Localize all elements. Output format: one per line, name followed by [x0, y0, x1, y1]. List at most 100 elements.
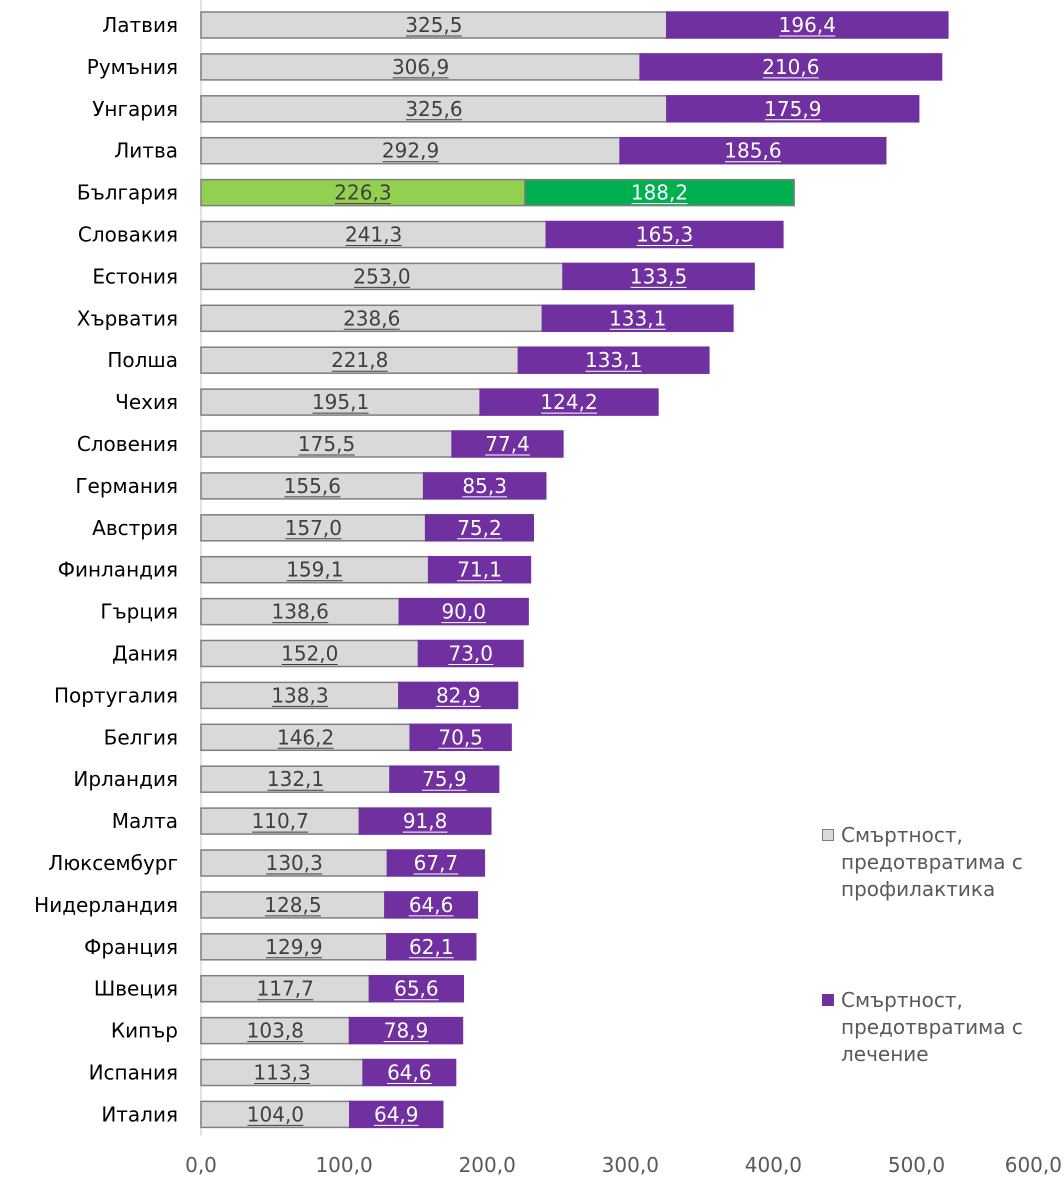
data-label: 133,5 — [630, 264, 687, 288]
category-label: Ирландия — [73, 767, 178, 791]
data-label: 155,6 — [284, 474, 341, 498]
category-label: Дания — [112, 642, 178, 666]
bar-segment — [200, 430, 453, 458]
category-label: Кипър — [111, 1019, 178, 1043]
data-label: 175,5 — [298, 432, 355, 456]
bar-segment — [524, 178, 795, 207]
data-label: 175,9 — [764, 97, 821, 121]
data-label: 159,1 — [286, 558, 343, 582]
data-label: 65,6 — [394, 977, 439, 1001]
bar-segment — [384, 891, 479, 919]
category-label: Латвия — [102, 13, 178, 37]
bar-segment — [545, 220, 784, 249]
bar-segment — [398, 597, 529, 626]
category-label: Италия — [101, 1102, 178, 1126]
data-label: 195,1 — [312, 390, 369, 414]
bar-segment — [424, 514, 535, 542]
bar-segment — [200, 11, 668, 39]
category-label: Гърция — [100, 600, 178, 624]
category-label: Германия — [75, 474, 178, 498]
data-label: 75,2 — [457, 516, 502, 540]
legend-swatch-treatment — [822, 994, 834, 1006]
legend-label-treatment: Смъртност, предотвратима с лечение — [841, 988, 1023, 1066]
data-label: 113,3 — [253, 1061, 310, 1085]
data-label: 70,5 — [438, 725, 483, 749]
x-tick-label: 0,0 — [185, 1153, 217, 1177]
category-label: Чехия — [115, 390, 178, 414]
bar-segment — [200, 53, 641, 81]
data-label: 133,1 — [585, 348, 642, 372]
data-label: 110,7 — [252, 809, 309, 833]
data-label: 165,3 — [636, 223, 693, 247]
data-label: 196,4 — [779, 13, 836, 37]
category-label: Австрия — [92, 516, 178, 540]
bar-segment — [386, 849, 486, 877]
bar-segment — [666, 11, 949, 39]
bar-segment — [200, 765, 391, 793]
bar-segment — [348, 1016, 464, 1045]
data-label: 221,8 — [331, 348, 388, 372]
data-label: 185,6 — [724, 139, 781, 163]
data-label: 128,5 — [264, 893, 321, 917]
bar-segment — [639, 53, 943, 81]
bar-segment — [451, 430, 564, 458]
bar-segment — [517, 346, 710, 374]
data-label: 73,0 — [448, 642, 493, 666]
bar-segment — [200, 933, 388, 961]
bar-segment — [200, 304, 544, 333]
bar-segment — [479, 388, 659, 416]
data-label: 157,0 — [285, 516, 342, 540]
data-label: 64,9 — [374, 1102, 419, 1126]
category-label: Швеция — [94, 977, 178, 1001]
data-label: 138,3 — [271, 683, 328, 707]
bar-segment — [200, 220, 548, 249]
bar-segment — [562, 262, 755, 291]
bar-segment — [200, 472, 425, 500]
category-label: Унгария — [92, 97, 178, 121]
bar-segment — [200, 514, 427, 542]
bar-segment — [200, 262, 564, 291]
x-tick-label: 500,0 — [888, 1153, 945, 1177]
bar-segment — [349, 1100, 444, 1129]
category-label: Малта — [112, 809, 178, 833]
data-label: 138,6 — [272, 600, 329, 624]
category-label: Естония — [92, 264, 178, 288]
bar-segment — [368, 974, 465, 1003]
x-tick-label: 100,0 — [315, 1153, 372, 1177]
data-label: 210,6 — [762, 55, 819, 79]
data-label: 90,0 — [441, 600, 486, 624]
data-label: 226,3 — [334, 181, 391, 205]
data-label: 117,7 — [257, 977, 314, 1001]
data-label: 133,1 — [609, 306, 666, 330]
data-label: 129,9 — [265, 935, 322, 959]
data-label: 104,0 — [247, 1102, 304, 1126]
bar-segment — [398, 681, 519, 710]
data-label: 306,9 — [392, 55, 449, 79]
bar-segment — [666, 95, 920, 123]
bar-segment — [200, 136, 621, 165]
bar-segment — [417, 639, 524, 668]
legend-swatch-prevention — [822, 829, 834, 841]
category-label: Полша — [107, 348, 178, 372]
category-label: Португалия — [54, 683, 178, 707]
category-label: Белгия — [104, 725, 178, 749]
x-tick-label: 300,0 — [602, 1153, 659, 1177]
bar-segment — [200, 178, 526, 207]
category-label: Нидерландия — [34, 893, 178, 917]
data-label: 75,9 — [422, 767, 467, 791]
bar-segment — [619, 136, 887, 165]
category-label: Люксембург — [48, 851, 178, 875]
data-label: 91,8 — [403, 809, 448, 833]
data-label: 82,9 — [436, 683, 481, 707]
data-label: 85,3 — [462, 474, 507, 498]
data-label: 325,6 — [405, 97, 462, 121]
category-label: България — [77, 181, 178, 205]
bar-segment — [200, 891, 386, 919]
data-label: 292,9 — [382, 139, 439, 163]
data-label: 188,2 — [631, 181, 688, 205]
category-label: Словакия — [78, 223, 178, 247]
data-label: 67,7 — [414, 851, 459, 875]
data-label: 238,6 — [343, 306, 400, 330]
data-label: 241,3 — [345, 223, 402, 247]
